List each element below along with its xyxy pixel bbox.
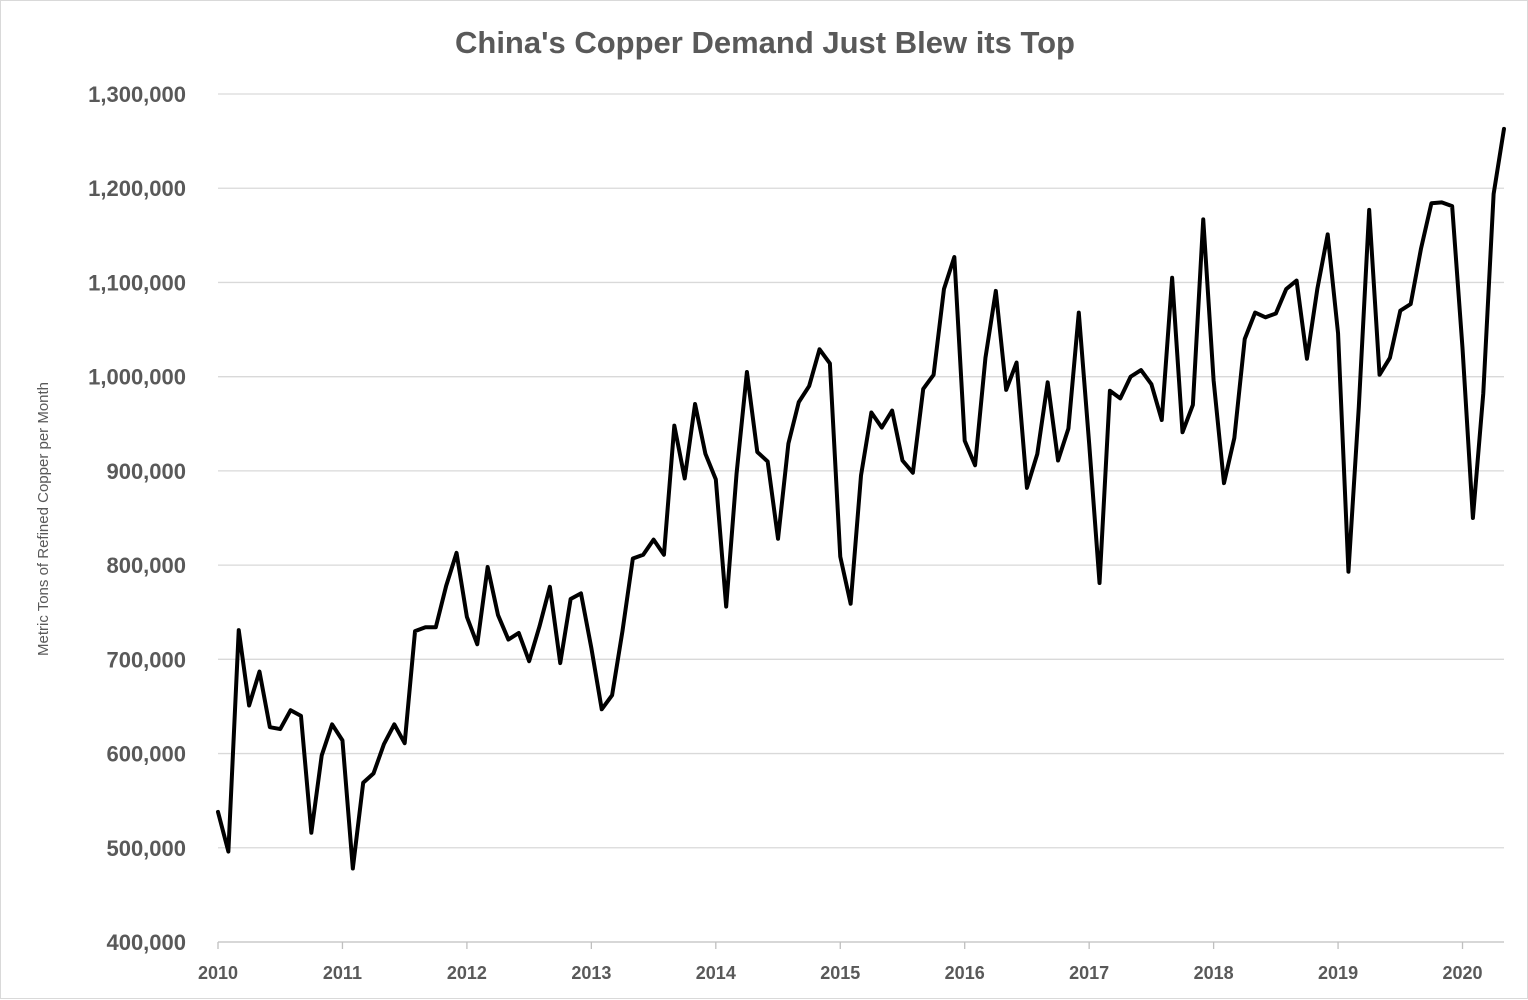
y-tick-label: 1,100,000	[88, 270, 186, 295]
x-tick-label: 2020	[1442, 963, 1482, 983]
y-tick-label: 900,000	[106, 459, 186, 484]
x-tick-label: 2018	[1194, 963, 1234, 983]
x-axis	[217, 941, 1504, 949]
x-tick-label: 2014	[696, 963, 736, 983]
y-tick-label: 600,000	[106, 742, 186, 767]
y-tick-labels: 400,000 500,000 600,000 700,000 800,000 900,0…	[88, 82, 186, 955]
y-tick-label: 400,000	[106, 930, 186, 955]
y-tick-label: 500,000	[106, 836, 186, 861]
x-tick-label: 2011	[323, 963, 362, 983]
y-tick-label: 700,000	[106, 647, 186, 672]
x-tick-labels: 2010 2011 2012 2013 2014 2015 2016 2017 2018 2019…	[198, 963, 1483, 983]
y-tick-label: 1,300,000	[88, 82, 186, 107]
y-tick-label: 1,200,000	[88, 176, 186, 201]
x-tick-label: 2013	[571, 963, 611, 983]
series-line	[216, 126, 1506, 871]
y-axis-label: Metric Tons of Refined Copper per Month	[35, 382, 52, 656]
y-tick-label: 800,000	[106, 553, 186, 578]
x-tick-label: 2019	[1318, 963, 1358, 983]
chart-title: China's Copper Demand Just Blew its Top	[455, 25, 1075, 60]
x-tick-label: 2017	[1069, 963, 1109, 983]
x-tick-label: 2015	[820, 963, 860, 983]
x-tick-label: 2010	[198, 963, 238, 983]
series-layer	[216, 126, 1506, 871]
x-tick-label: 2016	[945, 963, 985, 983]
x-tick-label: 2012	[447, 963, 487, 983]
y-tick-label: 1,000,000	[88, 365, 186, 390]
